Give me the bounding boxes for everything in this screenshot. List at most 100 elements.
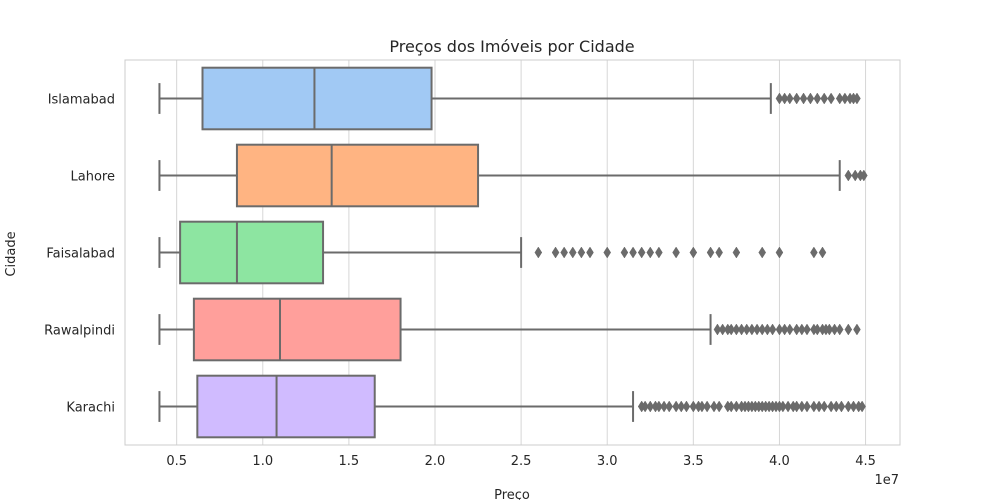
box-iqr — [235, 143, 480, 208]
outlier-point — [810, 246, 818, 259]
outlier-point — [732, 400, 741, 413]
outlier-point — [844, 400, 853, 413]
outlier-point — [849, 400, 858, 413]
outlier-point — [603, 246, 612, 259]
outlier-point — [858, 400, 866, 413]
outlier-point — [732, 246, 741, 259]
outlier-point — [737, 323, 746, 336]
outlier-point — [775, 323, 784, 336]
outlier-point — [798, 323, 806, 336]
outlier-point — [568, 246, 577, 259]
y-tick-label: Lahore — [71, 170, 115, 185]
outlier-point — [844, 323, 853, 336]
x-tick-label: 4.5 — [855, 454, 876, 469]
outlier-point — [732, 323, 741, 336]
outlier-point — [715, 400, 723, 413]
box-iqr — [192, 297, 402, 362]
box-islamabad — [158, 66, 861, 131]
outlier-point — [713, 323, 722, 336]
outlier-point — [742, 323, 751, 336]
outlier-point — [835, 92, 844, 105]
outlier-point — [710, 400, 718, 413]
outlier-point — [763, 323, 772, 336]
outlier-point — [785, 92, 794, 105]
y-axis-label: Cidade — [4, 231, 19, 276]
outlier-point — [779, 400, 787, 413]
box-karachi — [158, 374, 866, 439]
outlier-point — [577, 246, 586, 259]
outlier-point — [799, 92, 808, 105]
outlier-point — [620, 246, 629, 259]
y-tick-label: Islamabad — [48, 93, 115, 108]
outlier-point — [534, 246, 543, 259]
outlier-point — [860, 169, 868, 182]
x-axis-offset-label: 1e7 — [874, 473, 899, 488]
outlier-point — [586, 246, 594, 259]
outlier-point — [820, 400, 829, 413]
outlier-point — [753, 323, 761, 336]
outlier-point — [698, 400, 706, 413]
boxes-group — [158, 66, 868, 439]
y-tick-label: Faisalabad — [46, 247, 115, 262]
box-iqr — [179, 220, 325, 285]
outlier-point — [775, 92, 784, 105]
box-iqr — [201, 66, 433, 131]
outlier-point — [665, 400, 674, 413]
outlier-point — [785, 323, 794, 336]
chart-title: Preços dos Imóveis por Cidade — [389, 37, 634, 56]
outlier-point — [780, 323, 789, 336]
y-tick-label: Karachi — [66, 401, 115, 416]
outlier-point — [792, 323, 801, 336]
x-tick-label: 3.5 — [683, 454, 704, 469]
outlier-point — [832, 400, 841, 413]
outlier-point — [682, 400, 691, 413]
outlier-point — [689, 400, 698, 413]
outlier-point — [841, 92, 849, 105]
outlier-point — [844, 169, 853, 182]
x-tick-label: 3.0 — [597, 454, 618, 469]
outlier-point — [748, 323, 756, 336]
x-tick-label: 0.5 — [166, 454, 187, 469]
outlier-point — [715, 246, 723, 259]
outlier-point — [803, 400, 811, 413]
outlier-point — [703, 400, 711, 413]
x-tick-label: 4.0 — [769, 454, 790, 469]
outlier-point — [727, 400, 736, 413]
outlier-point — [803, 323, 811, 336]
outlier-point — [706, 246, 715, 259]
outlier-point — [827, 92, 835, 105]
outlier-point — [727, 323, 736, 336]
x-axis-label: Preço — [494, 488, 530, 500]
outlier-point — [798, 400, 806, 413]
outlier-point — [660, 400, 668, 413]
outlier-point — [758, 246, 767, 259]
outlier-point — [655, 400, 663, 413]
outlier-point — [689, 246, 698, 259]
x-tick-label: 1.5 — [339, 454, 360, 469]
outlier-point — [768, 323, 777, 336]
outlier-point — [655, 246, 663, 259]
y-tick-label: Rawalpindi — [44, 324, 115, 339]
outlier-point — [672, 400, 680, 413]
outlier-point — [825, 323, 834, 336]
outlier-point — [629, 246, 637, 259]
outlier-point — [853, 323, 861, 336]
outlier-point — [830, 323, 839, 336]
outlier-point — [672, 246, 680, 259]
outlier-point — [780, 92, 789, 105]
outlier-point — [835, 323, 844, 336]
outlier-point — [775, 246, 784, 259]
box-lahore — [158, 143, 868, 208]
outlier-point — [813, 323, 822, 336]
outlier-point — [851, 169, 860, 182]
outlier-point — [806, 92, 815, 105]
outlier-point — [758, 323, 767, 336]
outlier-point — [815, 400, 823, 413]
plot-frame — [124, 59, 901, 446]
x-tick-label: 2.5 — [511, 454, 532, 469]
outlier-point — [810, 400, 818, 413]
outlier-point — [792, 400, 801, 413]
outlier-point — [677, 400, 686, 413]
outlier-point — [813, 92, 822, 105]
